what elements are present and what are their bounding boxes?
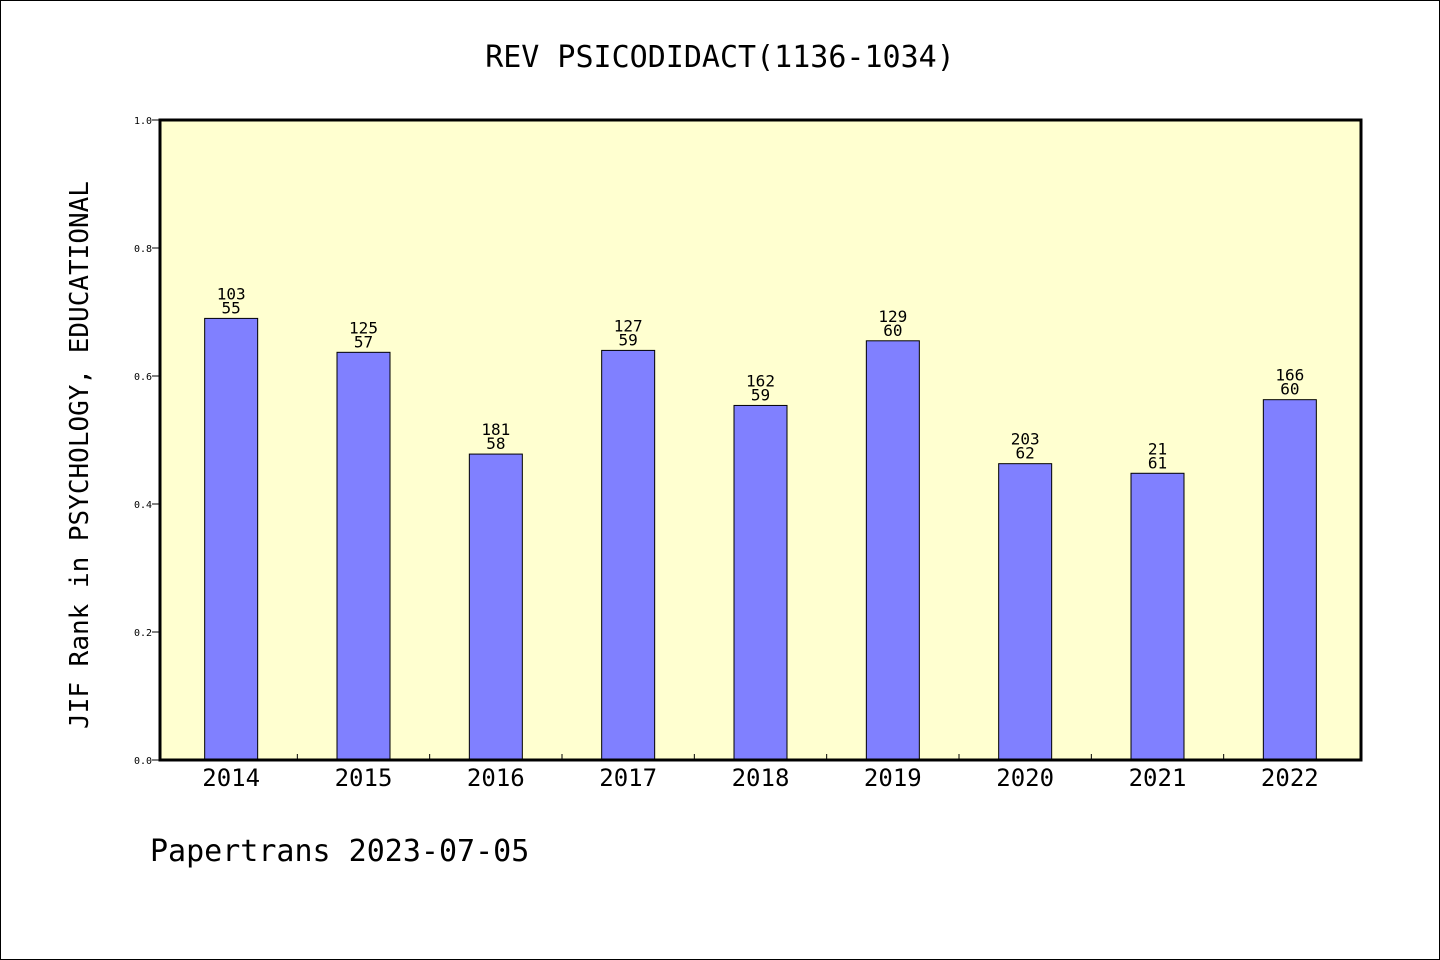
bar-2022 [1262, 399, 1317, 761]
bar-label-bottom: 60 [883, 321, 902, 340]
bar-2015 [336, 351, 391, 761]
x-tick-label-2016: 2016 [467, 764, 525, 792]
y-tick-label: 0.4 [134, 500, 152, 511]
y-tick-label: 1.0 [134, 116, 152, 127]
bar-label-top: 103 [217, 284, 246, 303]
bar-label-top: 129 [878, 307, 907, 326]
x-tick-label-2022: 2022 [1261, 764, 1319, 792]
bar-label-bottom: 62 [1016, 444, 1035, 463]
plot-border [158, 118, 1363, 762]
y-tick-label: 0.8 [134, 244, 152, 255]
bar-label-top: 203 [1011, 430, 1040, 449]
bars [204, 317, 1317, 761]
bar-label-top: 181 [481, 420, 510, 439]
bar-label-top: 162 [746, 371, 775, 390]
bar-label-top: 127 [614, 316, 643, 335]
bar-label-top: 21 [1148, 439, 1167, 458]
bar-label-bottom: 59 [619, 330, 638, 349]
bar-2019 [865, 340, 920, 761]
bar-label-bottom: 59 [751, 385, 770, 404]
bar-2021 [1130, 472, 1185, 761]
chart-title: REV PSICODIDACT(1136-1034) [485, 40, 955, 75]
x-tick-label-2014: 2014 [202, 764, 260, 792]
bar-label-bottom: 60 [1280, 380, 1299, 399]
bar-label-top: 125 [349, 318, 378, 337]
footer-credit: Papertrans 2023-07-05 [150, 834, 530, 869]
x-tick-label-2015: 2015 [335, 764, 393, 792]
bar-label-bottom: 58 [486, 434, 505, 453]
x-tick-label-2017: 2017 [599, 764, 657, 792]
x-tick-label-2020: 2020 [996, 764, 1054, 792]
bar-2018 [733, 404, 788, 761]
x-tick-label-2018: 2018 [732, 764, 790, 792]
bar-2020 [998, 463, 1053, 761]
x-tick-label-2019: 2019 [864, 764, 922, 792]
x-tick-labels: 2014 2015 2016 2017 2018 2019 2020 2021 2022 [202, 764, 1318, 792]
bar-2016 [468, 453, 523, 761]
bar-label-bottom: 57 [354, 332, 373, 351]
y-axis-label: JIF Rank in PSYCHOLOGY, EDUCATIONAL [65, 181, 95, 729]
y-tick-label: 0.2 [134, 628, 152, 639]
bar-2017 [601, 349, 656, 761]
y-tick-label: 0.0 [134, 756, 152, 767]
bar-label-bottom: 55 [222, 298, 241, 317]
bar-label-bottom: 61 [1148, 453, 1167, 472]
bar-label-top: 166 [1275, 366, 1304, 385]
x-tick-label-2021: 2021 [1129, 764, 1187, 792]
y-tick-label: 0.6 [134, 372, 152, 383]
bar-2014 [204, 317, 259, 761]
